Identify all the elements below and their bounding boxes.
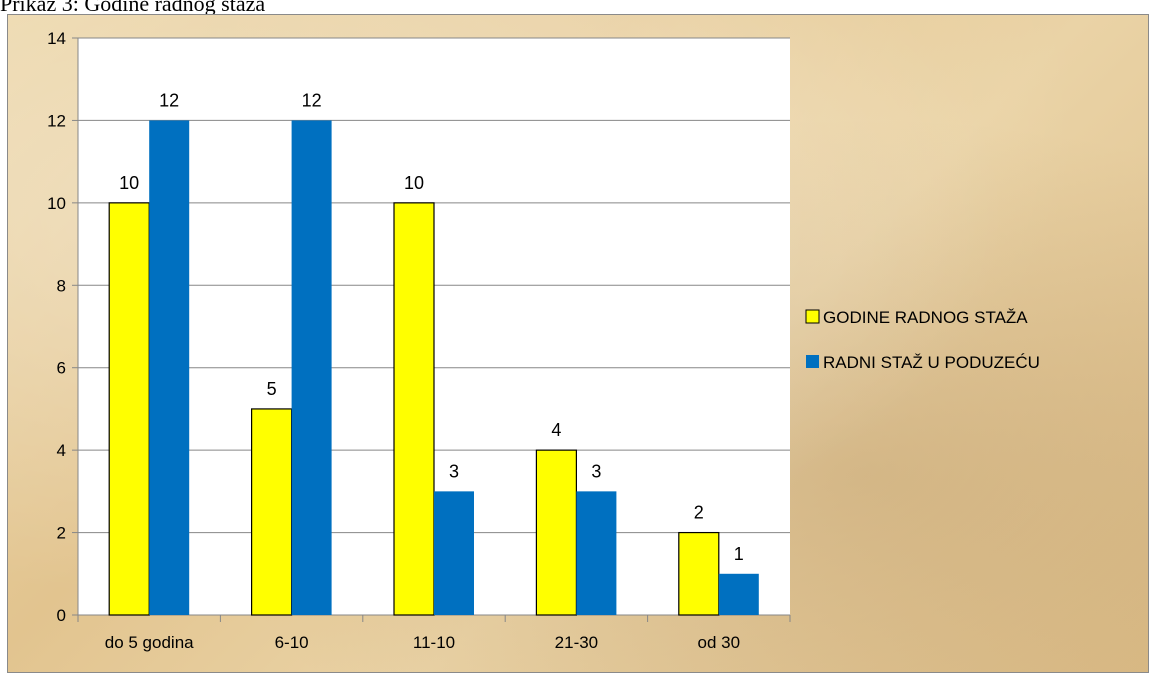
data-label: 12 [159, 90, 179, 110]
x-category-label: do 5 godina [105, 633, 194, 652]
figure-caption: Prikaz 3: Godine radnog staža [0, 0, 266, 16]
legend-label: GODINE RADNOG STAŽA [823, 308, 1028, 327]
data-label: 2 [694, 503, 704, 523]
legend-label: RADNI STAŽ U PODUZEĆU [823, 353, 1040, 372]
bar-godine-radnog-staza [251, 408, 293, 616]
y-tick-label: 0 [57, 606, 66, 625]
y-tick-label: 4 [57, 441, 66, 460]
bar-godine-radnog-staza [678, 531, 720, 616]
y-tick-label: 2 [57, 524, 66, 543]
x-category-label: 6-10 [275, 633, 309, 652]
bar-godine-radnog-staza [535, 449, 578, 616]
data-label: 3 [591, 461, 601, 481]
x-category-label: 21-30 [555, 633, 598, 652]
y-tick-label: 12 [47, 111, 66, 130]
bar-radni-staz-u-poduzecu [434, 491, 474, 615]
data-label: 3 [449, 461, 459, 481]
bar-radni-staz-u-poduzecu [718, 573, 759, 615]
y-tick-label: 8 [57, 276, 66, 295]
legend-swatch [805, 309, 820, 324]
data-label: 5 [267, 379, 277, 399]
data-label: 1 [734, 544, 744, 564]
data-label: 10 [404, 173, 424, 193]
data-label: 4 [551, 420, 561, 440]
y-tick-label: 6 [57, 359, 66, 378]
bar-radni-staz-u-poduzecu [291, 120, 332, 615]
bar-radni-staz-u-poduzecu [576, 491, 617, 615]
data-label: 12 [302, 90, 322, 110]
x-category-label: od 30 [698, 633, 741, 652]
bar-godine-radnog-staza [393, 202, 435, 616]
y-tick-label: 10 [47, 194, 66, 213]
data-label: 10 [119, 173, 139, 193]
bar-godine-radnog-staza [108, 202, 150, 616]
x-category-label: 11-10 [413, 633, 455, 652]
y-tick-label: 14 [47, 29, 66, 48]
legend-swatch [806, 355, 819, 368]
bar-radni-staz-u-poduzecu [149, 120, 190, 615]
